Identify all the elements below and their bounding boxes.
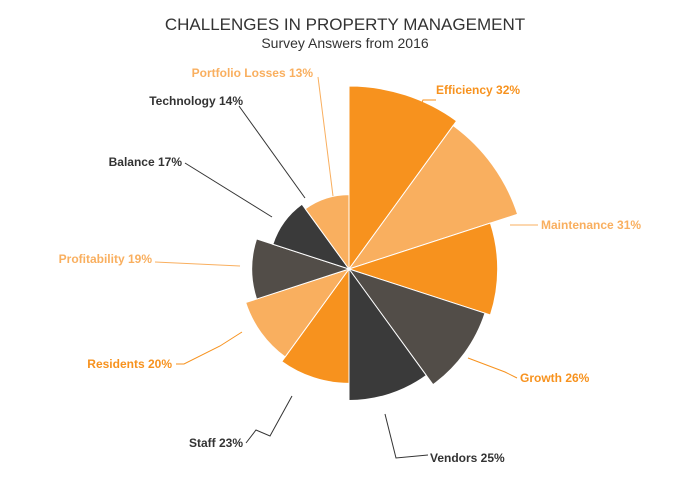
slice-label-portfolio-losses: Portfolio Losses 13%: [192, 66, 314, 80]
leader-line-balance: [184, 162, 273, 218]
chart-title: CHALLENGES IN PROPERTY MANAGEMENT: [165, 15, 525, 34]
leader-line-profitability: [154, 261, 241, 267]
slice-label-efficiency: Efficiency 32%: [436, 83, 520, 97]
slice-vendors[interactable]: [347, 268, 486, 386]
slice-label-maintenance: Maintenance 31%: [541, 218, 641, 232]
slice-maintenance[interactable]: [347, 124, 519, 270]
leader-line-staff: [245, 395, 293, 444]
slice-label-growth: Growth 26%: [520, 371, 590, 385]
slice-label-technology: Technology 14%: [149, 94, 243, 108]
leader-line-growth: [467, 357, 518, 379]
slice-label-profitability: Profitability 19%: [59, 252, 153, 266]
leader-line-vendors: [384, 413, 429, 459]
slice-profitability[interactable]: [245, 268, 351, 358]
slice-technology[interactable]: [272, 203, 351, 270]
chart-subtitle: Survey Answers from 2016: [261, 35, 429, 51]
slice-residents[interactable]: [281, 267, 350, 384]
slice-label-staff: Staff 23%: [189, 436, 243, 450]
labels-group: Efficiency 32% Maintenance 31% Growth 26% V…: [59, 66, 642, 465]
slices-group: [245, 85, 519, 402]
leader-line-efficiency: [409, 99, 436, 131]
slice-efficiency[interactable]: [348, 85, 458, 271]
slice-label-residents: Residents 20%: [87, 357, 172, 371]
leader-line-residents: [176, 331, 243, 365]
leader-line-technology: [238, 105, 306, 199]
slice-balance[interactable]: [251, 238, 351, 300]
slice-label-vendors: Vendors 25%: [430, 451, 505, 465]
slice-label-balance: Balance 17%: [109, 155, 183, 169]
slice-staff[interactable]: [348, 267, 428, 402]
slice-portfolio-losses[interactable]: [304, 194, 350, 271]
leader-line-portfolio-losses: [317, 76, 334, 197]
leader-lines-group: [154, 76, 538, 459]
slice-growth[interactable]: [347, 222, 499, 316]
